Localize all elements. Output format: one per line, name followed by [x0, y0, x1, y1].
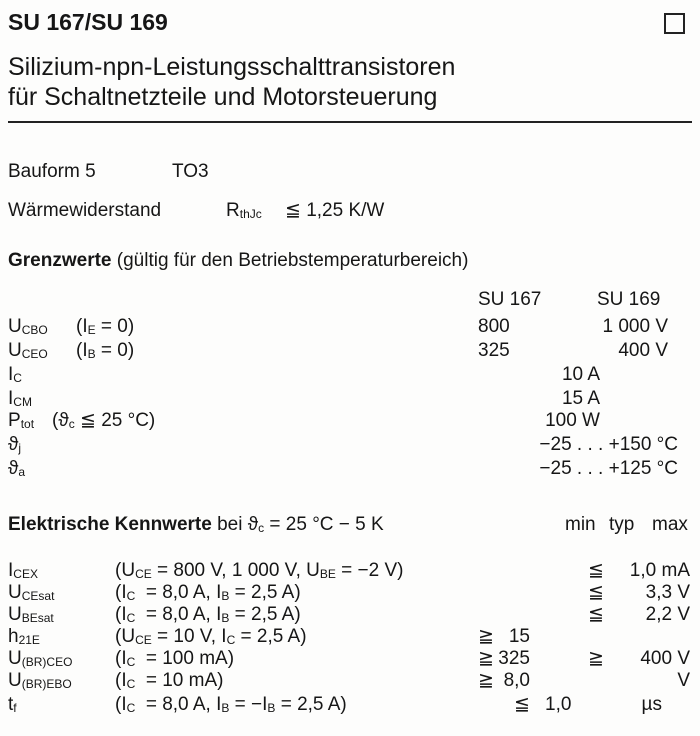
bauform-label: Bauform 5: [8, 161, 96, 182]
param-symbol: U(BR)CEO: [8, 648, 73, 669]
limit-value: −25 . . . +150 °C: [539, 434, 678, 455]
max-value: 400 V: [640, 648, 690, 669]
limit-value-su167: 325: [478, 340, 510, 361]
limit-value-su167: 800: [478, 316, 510, 337]
limit-condition: (IB = 0): [76, 340, 135, 361]
min-value: 325: [498, 648, 530, 669]
col-su169: SU 169: [597, 289, 661, 310]
typ-value: 1,0: [545, 694, 572, 715]
limit-value: −25 . . . +125 °C: [539, 458, 678, 479]
max-value: µs: [641, 694, 662, 715]
page-title: SU 167/SU 169: [8, 9, 168, 35]
param-condition: (IC = 8,0 A, IB = −IB = 2,5 A): [115, 694, 347, 715]
max-value: 3,3 V: [645, 582, 690, 603]
limit-symbol: UCEO: [8, 340, 48, 361]
max-operator: ≦: [588, 560, 604, 581]
min-operator: ≧: [478, 670, 494, 691]
min-operator: ≧: [478, 626, 494, 647]
param-symbol: h21E: [8, 626, 40, 647]
limit-value: 100 W: [545, 410, 600, 431]
param-symbol: UCEsat: [8, 582, 55, 603]
electrical-heading: Elektrische Kennwerte bei ϑc = 25 °C − 5…: [8, 514, 384, 535]
param-condition: (IC = 100 mA): [115, 648, 235, 669]
limit-value-su169: 1 000 V: [602, 316, 669, 337]
limit-symbol: ICM: [8, 388, 32, 409]
limit-value: 15 A: [561, 388, 600, 409]
limit-value-su169: 400 V: [618, 340, 668, 361]
limit-symbol: UCBO: [8, 316, 48, 337]
limit-value: 10 A: [561, 364, 600, 385]
subtitle-line-1: Silizium-npn-Leistungsschalttransistoren: [8, 53, 456, 81]
param-condition: (UCE = 800 V, 1 000 V, UBE = −2 V): [115, 560, 404, 581]
limit-symbol: IC: [8, 364, 22, 385]
checkbox[interactable]: [664, 13, 685, 34]
max-operator: ≧: [588, 648, 604, 669]
divider: [8, 121, 692, 123]
subtitle-line-2: für Schaltnetzteile und Motorsteuerung: [8, 83, 438, 111]
col-typ: typ: [609, 514, 635, 535]
limit-symbol: ϑj: [8, 434, 22, 455]
max-value: 2,2 V: [645, 604, 690, 625]
col-min: min: [565, 514, 596, 535]
typ-operator: ≦: [514, 694, 530, 715]
thermal-value: ≦ 1,25 K/W: [285, 200, 385, 221]
min-operator: ≧: [478, 648, 494, 669]
param-symbol: UBEsat: [8, 604, 54, 625]
package-label: TO3: [172, 161, 209, 182]
min-value: 15: [508, 626, 530, 647]
limit-symbol: Ptot: [8, 410, 35, 431]
param-condition: (IC = 10 mA): [115, 670, 224, 691]
param-condition: (IC = 8,0 A, IB = 2,5 A): [115, 582, 301, 603]
max-value: 1,0 mA: [629, 560, 690, 581]
limit-symbol: ϑa: [8, 458, 26, 479]
max-operator: ≦: [588, 582, 604, 603]
max-value: V: [677, 670, 690, 691]
min-value: 8,0: [503, 670, 530, 691]
param-symbol: U(BR)EBO: [8, 670, 72, 691]
param-symbol: tf: [8, 694, 17, 715]
thermal-symbol: RthJc: [226, 200, 262, 221]
limit-condition: (ϑc ≦ 25 °C): [52, 410, 156, 431]
param-condition: (IC = 8,0 A, IB = 2,5 A): [115, 604, 301, 625]
param-symbol: ICEX: [8, 560, 38, 581]
limits-heading: Grenzwerte (gültig für den Betriebstempe…: [8, 250, 469, 271]
thermal-label: Wärmewiderstand: [8, 200, 162, 221]
max-operator: ≦: [588, 604, 604, 625]
col-max: max: [652, 514, 688, 535]
col-su167: SU 167: [478, 289, 542, 310]
param-condition: (UCE = 10 V, IC = 2,5 A): [115, 626, 307, 647]
limit-condition: (IE = 0): [76, 316, 135, 337]
